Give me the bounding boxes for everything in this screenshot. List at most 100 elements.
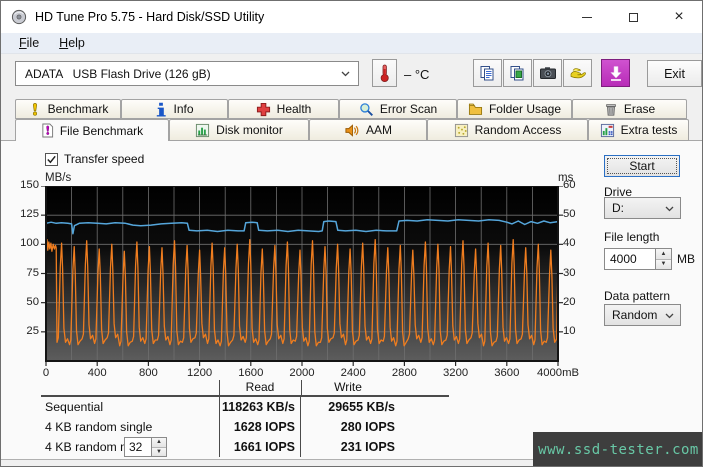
tab-aam[interactable]: AAM (309, 119, 427, 141)
benchmark-plot (40, 186, 564, 369)
table-row-random-multi: 4 KB random multi 32 ▲ ▼ 1661 IOPS 231 I… (41, 437, 481, 457)
queue-depth-value[interactable]: 32 (124, 437, 152, 457)
tab-aam-label: AAM (366, 123, 392, 137)
axis-tick-label: 10 (563, 325, 589, 337)
bar-chart-icon (195, 123, 210, 138)
axis-tick-label: 3600 (487, 367, 527, 379)
spin-up-button[interactable]: ▲ (152, 438, 166, 447)
axis-tick-label: 3200 (436, 367, 476, 379)
download-button[interactable] (601, 59, 630, 87)
minimize-button[interactable] (564, 1, 610, 33)
tab-health[interactable]: Health (228, 99, 339, 119)
drive-select-combo[interactable]: ADATA USB Flash Drive (126 gB) (15, 61, 359, 86)
spin-down-button[interactable]: ▼ (656, 259, 671, 270)
magnifier-icon (359, 102, 374, 117)
page-exclamation-icon (41, 123, 54, 138)
tab-info[interactable]: Info (121, 99, 228, 119)
benchmark-plot-wrap (40, 186, 564, 372)
file-benchmark-panel: Transfer speed MB/s ms 15012510075502560… (1, 141, 702, 467)
close-button[interactable]: × (656, 1, 702, 33)
toolbar: ADATA USB Flash Drive (126 gB) – °C (1, 54, 702, 97)
dotted-square-icon (454, 123, 469, 138)
tabstrip: Benchmark Info Health Error Scan Folder … (1, 97, 702, 141)
drive-dropdown-value: D: (605, 201, 624, 215)
axis-tick-label: 100 (13, 237, 39, 249)
screenshot-button[interactable] (533, 59, 562, 87)
tab-info-label: Info (173, 102, 193, 116)
temperature-value: – °C (404, 67, 429, 82)
exit-button[interactable]: Exit (647, 60, 702, 87)
checkmark-icon (46, 154, 57, 165)
titlebar: HD Tune Pro 5.75 - Hard Disk/SSD Utility… (1, 1, 702, 33)
tab-disk-monitor-label: Disk monitor (216, 123, 283, 137)
spin-down-button[interactable]: ▼ (152, 447, 166, 457)
window-title: HD Tune Pro 5.75 - Hard Disk/SSD Utility (35, 10, 264, 24)
transfer-speed-label: Transfer speed (64, 152, 144, 166)
axis-tick-label: 150 (13, 179, 39, 191)
info-icon (155, 102, 167, 117)
tab-erase-label: Erase (624, 102, 655, 116)
queue-depth-spinner[interactable]: 32 ▲ ▼ (124, 437, 167, 457)
tab-erase[interactable]: Erase (572, 99, 687, 119)
hdtune-window: HD Tune Pro 5.75 - Hard Disk/SSD Utility… (0, 0, 703, 467)
axis-tick-label: 800 (128, 367, 168, 379)
y-left-unit-label: MB/s (45, 172, 71, 184)
menu-help[interactable]: Help (49, 34, 95, 52)
write-column-header: Write (301, 380, 395, 394)
exclamation-icon (28, 102, 42, 117)
file-length-value[interactable]: 4000 (604, 248, 656, 270)
axis-tick-label: 50 (563, 208, 589, 220)
thermometer-icon (377, 63, 392, 83)
data-pattern-value: Random (605, 308, 657, 322)
watermark: www.ssd-tester.com (533, 432, 703, 467)
axis-tick-label: 2800 (384, 367, 424, 379)
file-length-label: File length (604, 230, 659, 244)
transfer-speed-checkbox[interactable] (45, 153, 58, 166)
axis-tick-label: 1200 (180, 367, 220, 379)
donate-hands-icon (569, 65, 587, 81)
file-length-unit: MB (677, 252, 695, 266)
temperature-button[interactable] (372, 59, 397, 87)
tab-benchmark-label: Benchmark (48, 102, 109, 116)
copy-image-button[interactable] (503, 59, 532, 87)
tab-folder-usage[interactable]: Folder Usage (457, 99, 572, 119)
trash-icon (604, 102, 618, 117)
tab-error-scan[interactable]: Error Scan (339, 99, 457, 119)
tab-disk-monitor[interactable]: Disk monitor (169, 119, 309, 141)
header-divider (301, 380, 302, 395)
chevron-down-icon (665, 206, 674, 212)
random-multi-write-value: 231 IOPS (301, 437, 441, 457)
mini-chart-grid-icon (600, 123, 615, 138)
spin-up-button[interactable]: ▲ (656, 249, 671, 259)
red-cross-icon (256, 102, 271, 117)
tab-extra-tests[interactable]: Extra tests (588, 119, 689, 141)
tab-file-benchmark[interactable]: File Benchmark (15, 119, 169, 141)
menu-file[interactable]: File (9, 34, 49, 52)
data-pattern-dropdown[interactable]: Random (604, 304, 681, 326)
download-arrow-icon (608, 65, 624, 82)
tab-random-access-label: Random Access (475, 123, 562, 137)
tab-health-label: Health (277, 102, 312, 116)
start-button[interactable]: Start (604, 155, 680, 177)
tab-random-access[interactable]: Random Access (427, 119, 588, 141)
data-pattern-label: Data pattern (604, 289, 670, 303)
row-label: 4 KB random multi 32 ▲ ▼ (41, 437, 219, 457)
chevron-down-icon (665, 313, 674, 319)
transfer-speed-option[interactable]: Transfer speed (45, 152, 144, 166)
donate-button[interactable] (563, 59, 592, 87)
random-single-write-value: 280 IOPS (301, 417, 441, 437)
axis-tick-label: 50 (13, 296, 39, 308)
table-row-sequential: Sequential 118263 KB/s 29655 KB/s (41, 397, 481, 417)
read-column-header: Read (219, 380, 301, 394)
status-separator (1, 459, 533, 467)
maximize-button[interactable] (610, 1, 656, 33)
results-table: Sequential 118263 KB/s 29655 KB/s 4 KB r… (41, 397, 481, 457)
menubar: File Help (1, 33, 702, 54)
copy-text-button[interactable] (473, 59, 502, 87)
axis-tick-label: 2000 (282, 367, 322, 379)
tab-extra-tests-label: Extra tests (621, 123, 678, 137)
file-length-spinner[interactable]: 4000 ▲ ▼ (604, 248, 672, 270)
copy-image-icon (509, 65, 526, 82)
tab-benchmark[interactable]: Benchmark (15, 99, 121, 119)
drive-dropdown[interactable]: D: (604, 197, 681, 219)
